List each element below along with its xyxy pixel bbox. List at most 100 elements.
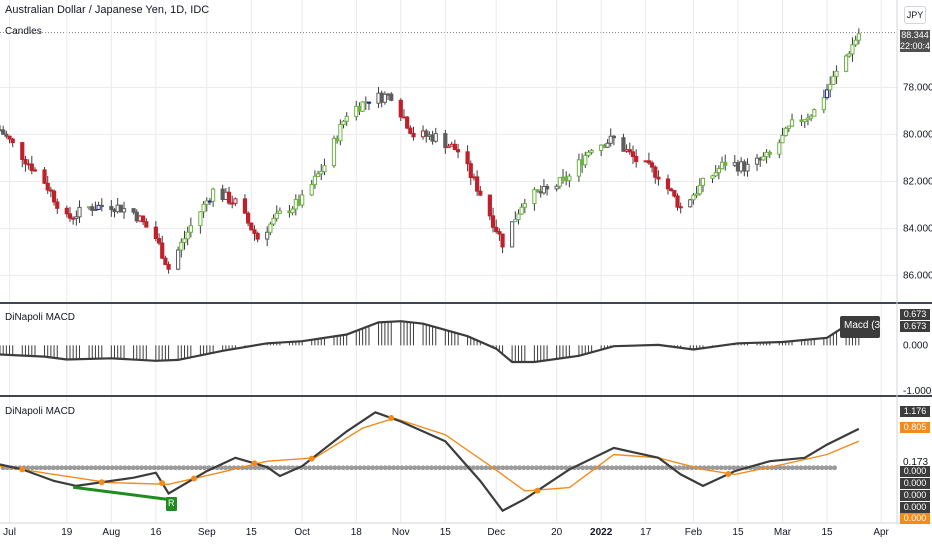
zero-dot xyxy=(88,465,94,471)
zero-dot xyxy=(55,465,60,471)
candle-body xyxy=(850,44,855,55)
zero-dot xyxy=(584,465,590,471)
candle-body xyxy=(411,132,416,138)
time-tick-label: 2022 xyxy=(590,527,613,538)
zero-dot xyxy=(550,465,556,471)
candle-body xyxy=(274,212,279,219)
zero-dot xyxy=(361,465,367,471)
zero-dot xyxy=(445,465,451,471)
candle-body xyxy=(522,203,527,208)
macd-pane-1-title: DiNapoli MACD xyxy=(5,312,76,323)
time-tick-label: 19 xyxy=(61,527,73,538)
candle-body xyxy=(535,189,540,193)
macd-pane-1-zero-tick: 0.000 xyxy=(903,340,928,351)
currency-button[interactable]: JPY xyxy=(904,6,926,24)
candle-body xyxy=(621,137,626,152)
zero-dot xyxy=(130,465,136,471)
zero-dot xyxy=(802,465,808,471)
candle-body xyxy=(344,115,349,122)
zero-dot xyxy=(122,465,128,471)
time-tick-label: Dec xyxy=(487,527,505,538)
candle-body xyxy=(163,257,168,266)
candle-body xyxy=(64,207,69,215)
candle-body xyxy=(513,219,518,223)
zero-tag-5: 0.000 xyxy=(900,513,930,524)
zero-dot xyxy=(790,465,795,471)
countdown-tag: 22:00:40 xyxy=(900,41,932,52)
candle-body xyxy=(185,231,190,240)
price-tick-label: 84.000 xyxy=(903,224,932,235)
candle-body xyxy=(847,53,852,57)
zero-dot xyxy=(525,465,531,471)
candle-body xyxy=(300,194,305,206)
zero-dot xyxy=(156,465,161,471)
candle-body xyxy=(109,206,114,210)
time-tick-label: 15 xyxy=(732,527,744,538)
zero-dot xyxy=(559,465,564,471)
candle-body xyxy=(74,216,79,220)
last-price-tag: 88.344 xyxy=(900,30,930,41)
signal-line-tag: 0.805 xyxy=(900,422,930,433)
zero-dot xyxy=(807,465,812,471)
zero-dot xyxy=(336,465,342,471)
zero-dot xyxy=(781,465,787,471)
zero-tag-1: 0.000 xyxy=(900,466,930,477)
candle-body xyxy=(691,194,696,201)
candle-body xyxy=(322,165,327,173)
candle-body xyxy=(268,223,273,233)
candle-body xyxy=(490,215,496,228)
zero-dot xyxy=(319,465,325,471)
candle-body xyxy=(1,129,6,135)
candle-body xyxy=(265,231,270,240)
zero-dot xyxy=(185,465,191,471)
candle-body xyxy=(669,188,674,192)
candle-body xyxy=(672,190,677,197)
zero-dot xyxy=(647,465,653,471)
candle-body xyxy=(182,238,187,243)
zero-dot xyxy=(34,465,39,471)
zero-dot xyxy=(424,465,430,471)
time-tick-label: 15 xyxy=(246,527,258,538)
candle-body xyxy=(166,264,171,270)
candle-body xyxy=(557,177,562,187)
zero-dot xyxy=(76,465,81,471)
candle-body xyxy=(646,160,651,164)
candle-body xyxy=(856,33,861,41)
zero-dot xyxy=(202,465,208,471)
candle-body xyxy=(478,190,483,196)
crossover-marker xyxy=(534,487,541,494)
macd-pane-2-level-tick: 0.173 xyxy=(903,457,928,468)
zero-dot xyxy=(727,465,732,471)
candle-body xyxy=(678,206,683,209)
zero-dot xyxy=(412,465,417,471)
pane-separators xyxy=(0,0,932,524)
candle-body xyxy=(319,171,324,175)
candle-body xyxy=(630,151,636,157)
candle-body xyxy=(831,75,836,85)
zero-dot xyxy=(399,465,405,471)
candle-body xyxy=(452,143,457,151)
zero-dot xyxy=(811,465,816,471)
time-tick-label: 20 xyxy=(551,527,563,538)
macd-callout-label: Macd (3D) xyxy=(844,320,891,331)
candle-body xyxy=(605,142,610,148)
candle-body xyxy=(545,185,550,190)
zero-dot xyxy=(387,465,392,471)
zero-dot xyxy=(580,465,585,471)
zero-dot xyxy=(639,465,644,471)
candle-body xyxy=(821,97,826,111)
zero-dot xyxy=(109,465,115,471)
zero-dot xyxy=(441,465,447,471)
zero-dot xyxy=(181,465,187,471)
candle-body xyxy=(153,226,158,240)
candle-body xyxy=(805,117,811,121)
candle-body xyxy=(500,233,505,248)
candle-body xyxy=(277,210,283,214)
candle-body xyxy=(716,168,721,174)
candle-body xyxy=(271,217,276,225)
zero-dot xyxy=(777,465,783,471)
zero-dot xyxy=(521,465,527,471)
candle-body xyxy=(7,135,12,140)
time-tick-label: Jul xyxy=(3,527,16,538)
